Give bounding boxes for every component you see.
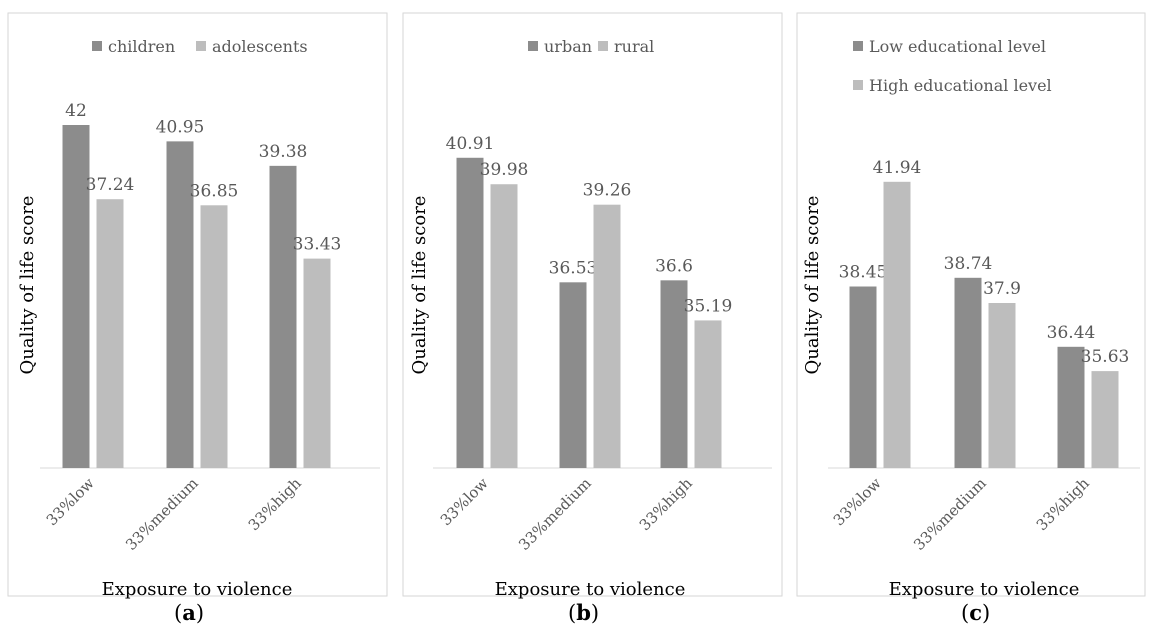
legend-swatch	[598, 41, 608, 51]
panel-label-c: (c)	[961, 600, 991, 625]
bar	[883, 181, 911, 469]
data-label: 38.74	[944, 254, 993, 274]
x-axis-title: Exposure to violence	[495, 579, 686, 600]
panel-label-b: (b)	[568, 600, 600, 625]
data-label: 35.63	[1081, 347, 1130, 367]
legend-swatch	[853, 41, 863, 51]
x-axis-title: Exposure to violence	[102, 579, 293, 600]
bar	[96, 199, 124, 469]
legend-label: children	[108, 37, 175, 56]
legend-label: High educational level	[869, 76, 1052, 95]
legend-swatch	[528, 41, 538, 51]
bar	[954, 277, 982, 468]
bar	[559, 282, 587, 468]
data-label: 37.24	[86, 175, 135, 195]
legend-label: urban	[544, 37, 592, 56]
bar	[593, 204, 621, 468]
bar	[1057, 346, 1085, 468]
data-label: 33.43	[293, 235, 342, 255]
legend-swatch	[92, 41, 102, 51]
data-label: 42	[65, 101, 87, 121]
bar	[660, 280, 688, 468]
bar	[303, 258, 331, 468]
data-label: 35.19	[684, 296, 733, 316]
bar	[200, 205, 228, 468]
panel-label-a: (a)	[174, 600, 205, 625]
y-axis-title: Quality of life score	[409, 196, 430, 375]
legend-label: Low educational level	[869, 37, 1046, 56]
data-label: 38.45	[839, 263, 888, 283]
data-label: 37.9	[983, 279, 1021, 299]
bar	[1091, 371, 1119, 468]
data-label: 36.53	[549, 258, 598, 278]
bar	[456, 157, 484, 468]
bar	[490, 184, 518, 468]
data-label: 39.26	[583, 181, 632, 201]
y-axis-title: Quality of life score	[17, 196, 38, 375]
legend-label: rural	[614, 37, 654, 56]
data-label: 36.85	[190, 181, 239, 201]
legend-swatch	[853, 80, 863, 90]
bar	[988, 303, 1016, 468]
data-label: 39.98	[480, 160, 529, 180]
data-label: 40.95	[156, 117, 205, 137]
data-label: 36.44	[1047, 323, 1096, 343]
legend-label: adolescents	[212, 37, 308, 56]
data-label: 40.91	[446, 134, 495, 154]
bar	[62, 125, 90, 468]
bar	[694, 320, 722, 468]
data-label: 36.6	[655, 256, 693, 276]
bar	[269, 165, 297, 468]
legend-swatch	[196, 41, 206, 51]
data-label: 39.38	[259, 142, 308, 162]
bar	[849, 286, 877, 468]
x-axis-title: Exposure to violence	[889, 579, 1080, 600]
bar	[166, 141, 194, 468]
y-axis-title: Quality of life score	[802, 196, 823, 375]
data-label: 41.94	[873, 158, 922, 178]
